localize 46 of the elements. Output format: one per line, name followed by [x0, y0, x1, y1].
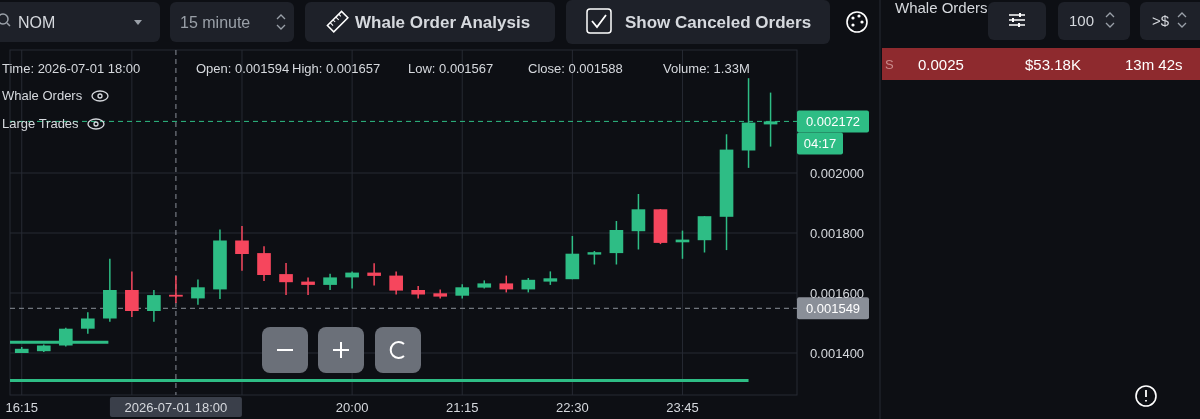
text: S — [885, 57, 894, 72]
text: Whale Order Analysis — [355, 13, 531, 32]
text: 04:17 — [803, 136, 837, 152]
text: Whale Orders — [895, 0, 988, 16]
text: 0.0025 — [918, 56, 964, 73]
annotation: Time: 2026-07-01 18:00 — [2, 61, 141, 76]
candlestick — [631, 193, 646, 251]
annotation: High: 0.001657 — [292, 61, 381, 76]
y-tick-label: 0.001800 — [809, 226, 865, 241]
x-tick-label: 22:30 — [556, 400, 589, 415]
text: 100 — [1069, 12, 1095, 29]
ref-line-label: 0.001549 — [805, 301, 861, 317]
annotation: Large Trades — [2, 116, 80, 131]
x-tick-label: 23:45 — [666, 400, 699, 415]
candlestick — [235, 225, 249, 272]
candlestick — [191, 278, 205, 306]
candlestick — [301, 276, 315, 296]
annotation: Open: 0.001594 — [196, 61, 290, 76]
annotation: Whale Orders — [2, 88, 83, 103]
candlestick — [147, 289, 161, 323]
candlestick — [169, 275, 183, 304]
text: NOM — [18, 14, 56, 31]
ref-line-label: 2026-07-01 18:00 — [124, 400, 228, 415]
annotation: Close: 0.001588 — [528, 61, 623, 76]
y-tick-label: 0.002000 — [809, 166, 865, 181]
x-tick-label: 16:15 — [5, 400, 39, 415]
candlestick — [697, 215, 712, 254]
text: 15 minute — [180, 14, 251, 31]
candlestick — [257, 245, 271, 282]
text: $53.18K — [1025, 56, 1081, 73]
candlestick — [367, 262, 381, 287]
candlestick — [389, 270, 403, 296]
y-tick-label: 0.001600 — [809, 286, 865, 301]
candlestick — [609, 220, 624, 266]
text: 13m 42s — [1125, 56, 1183, 73]
candlestick — [125, 270, 139, 318]
annotation: Volume: 1.33M — [663, 61, 750, 76]
text: Show Canceled Orders — [625, 13, 812, 32]
y-tick-label: 0.001400 — [809, 346, 865, 361]
text: >$ — [1152, 12, 1170, 29]
ref-line-label: 0.002172 — [805, 114, 861, 130]
candlestick — [279, 262, 293, 296]
x-tick-label: 20:00 — [335, 400, 369, 415]
x-tick-label: 21:15 — [445, 400, 479, 415]
annotation: Low: 0.001567 — [408, 61, 494, 76]
candlestick — [80, 311, 95, 335]
